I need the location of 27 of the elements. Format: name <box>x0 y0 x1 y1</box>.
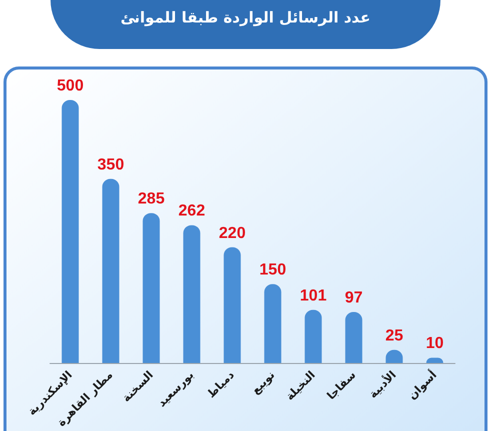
bar <box>345 312 362 363</box>
x-tick-label: سفاجا <box>324 368 358 402</box>
x-tick-label: السخنة <box>120 368 156 405</box>
chart-title: عدد الرسائل الواردة طبقا للموانئ <box>120 8 370 26</box>
data-label: 150 <box>259 262 286 279</box>
data-label: 220 <box>218 224 246 242</box>
x-tick-label: بورسعيد <box>155 368 196 410</box>
bar <box>142 213 160 363</box>
data-label: 97 <box>344 289 363 306</box>
bar <box>304 310 322 363</box>
x-tick-label: أسوان <box>404 368 440 402</box>
data-label: 25 <box>385 327 404 344</box>
bar <box>183 225 200 363</box>
data-label: 262 <box>178 202 206 220</box>
data-label: 101 <box>300 287 327 304</box>
bar <box>102 178 120 363</box>
data-label: 500 <box>56 78 84 94</box>
data-label: 350 <box>97 156 124 174</box>
x-tick-label: دمياط <box>204 368 238 401</box>
data-label: 10 <box>426 335 444 352</box>
data-label: 285 <box>138 190 165 208</box>
x-tick-label: النخيلة <box>283 368 318 403</box>
bar <box>224 247 241 363</box>
x-tick-label: الأدبية <box>366 368 399 401</box>
bar <box>62 100 79 363</box>
bar <box>264 284 282 363</box>
x-tick-label: نويبع <box>248 368 278 397</box>
